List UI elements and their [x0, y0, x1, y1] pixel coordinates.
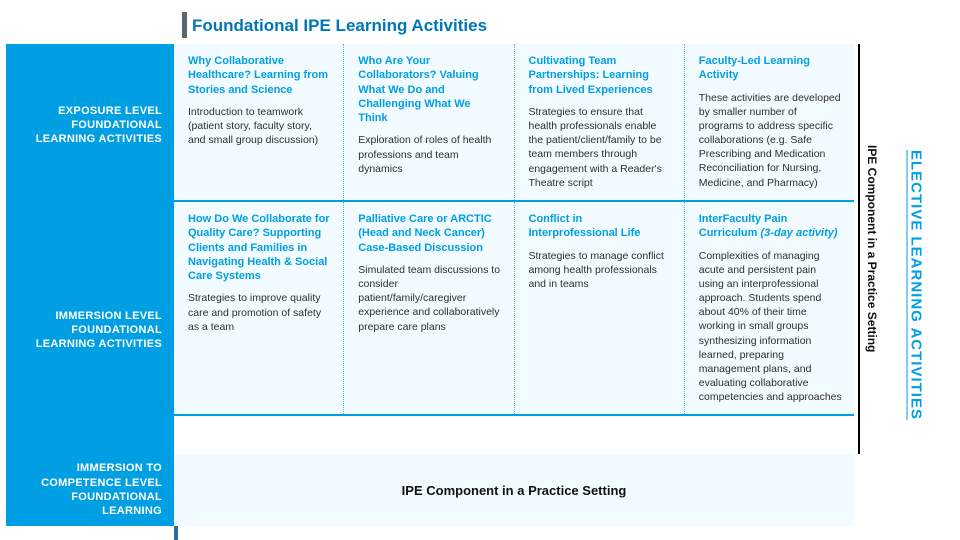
- exposure-row: Why Collaborative Healthcare? Learning f…: [174, 44, 854, 202]
- cell-title: Why Collaborative Healthcare? Learning f…: [188, 54, 331, 97]
- row-header-competence: IMMERSION TO COMPETENCE LEVEL FOUNDATION…: [6, 454, 174, 526]
- bottom-accent-bar: [174, 526, 178, 540]
- cell-body: Exploration of roles of health professio…: [358, 133, 501, 176]
- row-header-exposure: EXPOSURE LEVEL FOUNDATIONAL LEARNING ACT…: [6, 44, 174, 206]
- immersion-cell-1: How Do We Collaborate for Quality Care? …: [174, 202, 344, 414]
- cell-title: Faculty-Led Learning Activity: [699, 54, 842, 83]
- exposure-cell-4: Faculty-Led Learning Activity These acti…: [685, 44, 854, 200]
- vertical-ipe-label: IPE Component in a Practice Setting: [865, 145, 879, 352]
- cell-body: These activities are developed by smalle…: [699, 91, 842, 190]
- cell-title: Who Are Your Collaborators? Valuing What…: [358, 54, 501, 125]
- cell-title: Palliative Care or ARCTIC (Head and Neck…: [358, 212, 501, 255]
- cell-body: Introduction to teamwork (patient story,…: [188, 105, 331, 148]
- title-accent-bar: [182, 12, 187, 38]
- immersion-cell-4: InterFaculty Pain Curriculum (3-day acti…: [685, 202, 854, 414]
- cell-body: Simulated team discussions to consider p…: [358, 263, 501, 334]
- cell-title: InterFaculty Pain Curriculum (3-day acti…: [699, 212, 842, 241]
- page-title: Foundational IPE Learning Activities: [192, 16, 487, 36]
- cell-body: Strategies to ensure that health profess…: [529, 105, 672, 190]
- activities-grid: Why Collaborative Healthcare? Learning f…: [174, 44, 854, 416]
- exposure-cell-1: Why Collaborative Healthcare? Learning f…: [174, 44, 344, 200]
- cell-body: Strategies to improve quality care and p…: [188, 291, 331, 334]
- cell-body: Strategies to manage conflict among heal…: [529, 249, 672, 292]
- row-header-immersion: IMMERSION LEVEL FOUNDATIONAL LEARNING AC…: [6, 206, 174, 454]
- immersion-cell-3: Conflict in Interprofessional Life Strat…: [515, 202, 685, 414]
- cell-title: Cultivating Team Partnerships: Learning …: [529, 54, 672, 97]
- vertical-ipe-component: IPE Component in a Practice Setting: [858, 44, 884, 454]
- vertical-elective-activities: ELECTIVE LEARNING ACTIVITIES: [896, 44, 936, 526]
- exposure-cell-3: Cultivating Team Partnerships: Learning …: [515, 44, 685, 200]
- bottom-row-practice-setting: IPE Component in a Practice Setting: [174, 454, 854, 526]
- exposure-cell-2: Who Are Your Collaborators? Valuing What…: [344, 44, 514, 200]
- immersion-cell-2: Palliative Care or ARCTIC (Head and Neck…: [344, 202, 514, 414]
- vertical-elective-label: ELECTIVE LEARNING ACTIVITIES: [908, 150, 925, 420]
- cell-title: How Do We Collaborate for Quality Care? …: [188, 212, 331, 283]
- cell-title: Conflict in Interprofessional Life: [529, 212, 672, 241]
- cell-subtitle: (3-day activity): [761, 227, 838, 239]
- immersion-row: How Do We Collaborate for Quality Care? …: [174, 202, 854, 416]
- cell-body: Complexities of managing acute and persi…: [699, 249, 842, 405]
